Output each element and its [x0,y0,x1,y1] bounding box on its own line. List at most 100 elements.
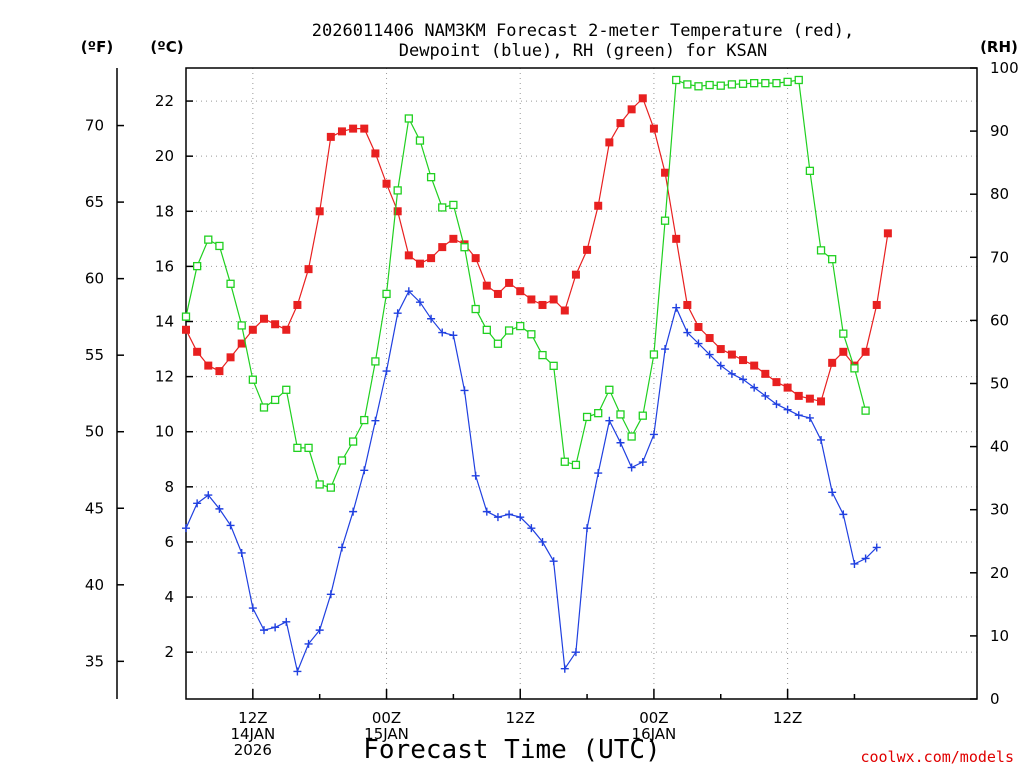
fahrenheit-tick-label: 70 [85,117,104,135]
rh-point [705,80,714,90]
dewpoint-line [185,290,878,674]
dewpoint-point [326,590,335,599]
rh-point [426,173,436,182]
rh-point [571,460,581,470]
2-meter-temperature-point [404,251,413,260]
2-meter-temperature-point [193,347,202,356]
dewpoint-point [850,559,859,568]
2-meter-temperature-point [761,369,770,378]
fahrenheit-tick-label: 65 [85,193,104,211]
rh-tick-label: 90 [990,122,1009,140]
dewpoint-point [482,507,491,516]
dewpoint-point [560,664,569,673]
2-meter-temperature-point [382,179,391,188]
2-meter-temperature-point [438,243,447,252]
dewpoint-point [493,513,502,522]
fahrenheit-unit-label: (ºF) [81,38,113,56]
dewpoint-point [571,648,580,657]
rh-point [226,279,235,288]
dewpoint-point [516,513,525,522]
rh-point [538,350,547,360]
fahrenheit-tick-label: 60 [85,270,104,288]
dewpoint-point [404,287,413,296]
dewpoint-point [649,430,658,439]
celsius-tick-label: 18 [155,202,174,220]
dewpoint-point [271,623,280,632]
dewpoint-point [705,350,714,359]
celsius-tick-label: 22 [155,92,174,110]
2-meter-temperature-point [326,132,335,141]
dewpoint-point [794,411,803,420]
rh-point [805,166,815,176]
rh-point [293,443,302,453]
rh-point [348,437,358,446]
2-meter-temperature-point [482,281,491,290]
dewpoint-point [627,463,636,472]
rh-point [783,77,792,87]
dewpoint-point [204,491,213,500]
2-meter-temperature-point [371,149,380,158]
dewpoint-point [449,331,458,340]
2-meter-temperature-point [349,124,358,133]
rh-point [649,350,659,359]
rh-point [192,261,202,271]
rh-line [185,79,867,489]
2-meter-temperature-point [661,168,670,177]
rh-point [482,325,491,335]
2-meter-temperature-point [649,124,658,133]
dewpoint-point [182,524,190,533]
2-meter-temperature-point [560,306,569,315]
rh-point [382,289,391,299]
celsius-tick-label: 20 [155,147,174,165]
2-meter-temperature-point [259,314,268,323]
2-meter-temperature-point [672,234,681,243]
dewpoint-point [805,413,814,422]
credit-link[interactable]: coolwx.com/models [860,748,1014,766]
dewpoint-point [304,639,313,648]
rh-point [471,304,480,314]
rh-point [605,385,614,394]
2-meter-temperature-point [527,295,536,304]
rh-tick-label: 80 [990,185,1009,203]
x-tick-label: 16JAN [632,725,677,743]
dewpoint-point [761,391,770,400]
rh-tick-label: 20 [990,564,1009,582]
2-meter-temperature-point [538,300,547,309]
dewpoint-point [393,309,402,318]
dewpoint-point [226,521,235,530]
2-meter-temperature-point [794,391,803,400]
dewpoint-point [438,328,447,337]
2-meter-temperature-point [772,378,781,387]
2-meter-temperature-point [716,345,725,354]
2-meter-temperature-point [304,265,313,274]
dewpoint-point [750,383,759,392]
rh-point [393,186,402,195]
2-meter-temperature-point [817,397,826,406]
rh-point [772,78,781,88]
2-meter-temperature-point [839,347,848,356]
2-meter-temperature-point [226,353,235,362]
2-meter-temperature-point [215,367,224,376]
rh-point [504,326,514,335]
2-meter-temperature-point [883,229,892,238]
2-meter-temperature-point [594,201,603,210]
rh-point [794,75,803,85]
dewpoint-point [839,510,848,519]
rh-point [839,329,848,338]
rh-point [694,82,703,91]
dewpoint-point [594,469,603,478]
rh-point [460,243,469,252]
dewpoint-point [248,604,257,613]
celsius-tick-label: 16 [155,257,174,275]
2-meter-temperature-point [271,320,280,329]
rh-point [204,235,213,244]
x-tick-label: 00Z [639,709,668,727]
rh-point [549,361,558,370]
2-meter-temperature-point [750,361,759,370]
rh-point [516,321,525,331]
dewpoint-point [460,386,469,395]
rh-point [404,114,413,123]
dewpoint-point [237,548,246,557]
rh-point [560,457,569,466]
fahrenheit-tick-label: 40 [85,576,104,594]
